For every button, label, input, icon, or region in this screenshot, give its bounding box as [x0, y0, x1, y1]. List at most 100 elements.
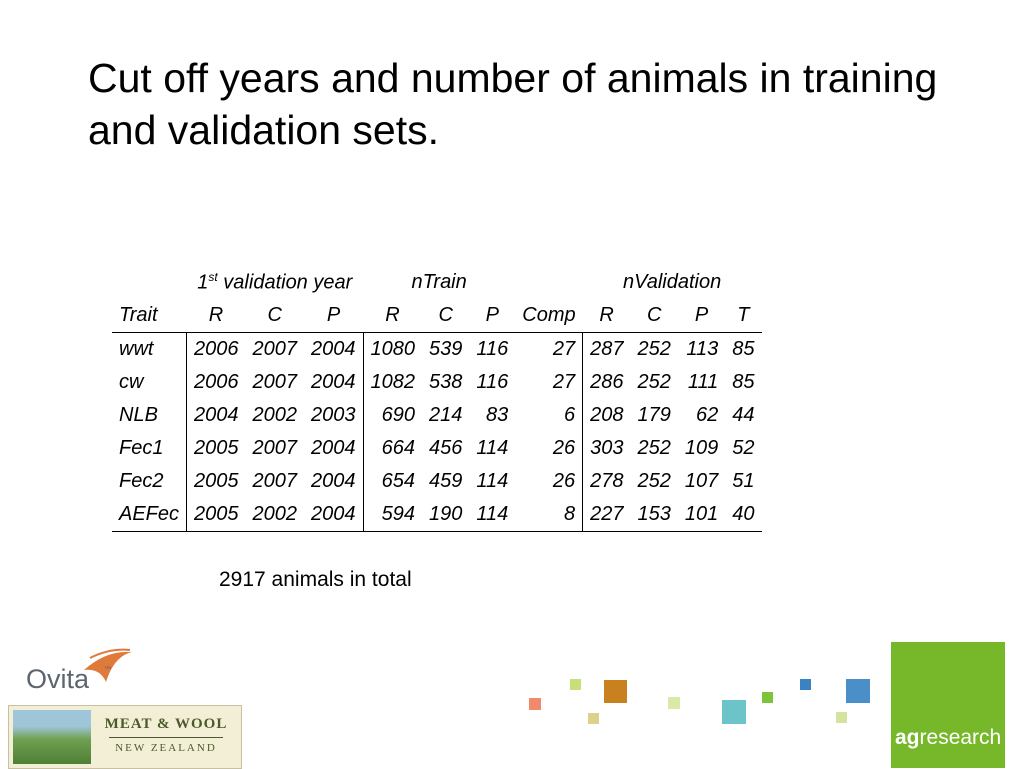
value-cell: 2006: [186, 332, 246, 366]
column-header: Trait: [112, 299, 187, 333]
table-row: NLB 2004 2002 2003 690 214 83 6 208 179 62 44: [112, 399, 762, 432]
value-cell: 286: [582, 366, 631, 399]
value-cell: 2005: [186, 465, 246, 498]
validation-year-superscript: st: [208, 270, 218, 285]
slide-title: Cut off years and number of animals in t…: [88, 55, 938, 153]
value-cell: 26: [552, 437, 576, 459]
group-header-blank: [112, 266, 187, 299]
table-row: wwt 2006 2007 2004 1080 539 116 27 287 252 113 85: [112, 332, 762, 366]
group-header-validation-year: 1st validation year: [187, 266, 364, 299]
column-header-row: Trait R C P R C P Comp R C P T: [112, 299, 762, 333]
decor-square: [588, 713, 599, 724]
decor-square: [529, 698, 541, 710]
column-header: R: [363, 299, 423, 333]
column-header: Comp: [515, 299, 583, 333]
value-cell: 1080: [362, 332, 423, 366]
value-cell: 40: [725, 498, 762, 532]
group-header-ntrain: nTrain: [411, 271, 467, 293]
value-cell: 2004: [186, 399, 246, 432]
value-cell: 2007: [252, 437, 298, 459]
value-cell: 114: [469, 498, 516, 532]
value-cell: 26: [552, 470, 576, 492]
decor-square: [800, 679, 811, 690]
value-cell: 2003: [311, 404, 356, 426]
group-header-row: 1st validation year nTrain nValidation: [112, 266, 762, 299]
value-cell: 2002: [252, 404, 298, 426]
value-cell: 208: [582, 399, 631, 432]
decor-square: [836, 712, 847, 723]
decor-square: [722, 700, 746, 724]
value-cell: 2005: [186, 432, 246, 465]
value-cell: 690: [362, 399, 423, 432]
meat-wool-subtitle: NEW ZEALAND: [115, 742, 217, 754]
value-cell: 114: [476, 470, 509, 492]
value-cell: 109: [684, 437, 719, 459]
value-cell: 51: [732, 470, 755, 492]
agresearch-wordmark-rest: research: [919, 726, 1002, 749]
column-header: P: [304, 299, 364, 333]
ovita-trademark: ™: [104, 666, 111, 673]
column-header: C: [245, 299, 305, 333]
column-header: R: [186, 299, 246, 333]
value-cell: 101: [677, 498, 726, 532]
validation-year-label: validation year: [217, 271, 353, 294]
value-cell: 459: [429, 470, 463, 492]
value-cell: 287: [582, 332, 631, 366]
meat-wool-title: MEAT & WOOL: [104, 716, 228, 732]
landscape-image: [13, 710, 91, 764]
meat-wool-divider: [109, 737, 223, 738]
value-cell: 85: [732, 371, 755, 393]
trait-cell: cw: [119, 371, 144, 393]
table-row: Fec2 2005 2007 2004 654 459 114 26 278 252 107 51: [112, 465, 762, 498]
value-cell: 654: [362, 465, 423, 498]
column-header: C: [630, 299, 678, 333]
value-cell: 190: [422, 498, 470, 532]
value-cell: 52: [732, 437, 755, 459]
value-cell: 2007: [252, 371, 298, 393]
value-cell: 538: [429, 371, 463, 393]
value-cell: 2007: [252, 338, 298, 360]
value-cell: 539: [429, 338, 463, 360]
decor-square: [570, 679, 581, 690]
agresearch-wordmark: agresearch: [895, 726, 1001, 750]
decor-square: [762, 692, 773, 703]
ovita-swoosh-icon: [84, 648, 132, 682]
value-cell: 6: [564, 404, 576, 426]
meat-wool-logo: MEAT & WOOL NEW ZEALAND: [8, 705, 242, 769]
value-cell: 27: [552, 371, 576, 393]
value-cell: 116: [476, 338, 509, 360]
value-cell: 85: [732, 338, 755, 360]
value-cell: 62: [696, 404, 719, 426]
value-cell: 2006: [186, 366, 246, 399]
value-cell: 2004: [311, 371, 356, 393]
value-cell: 83: [486, 404, 509, 426]
value-cell: 303: [582, 432, 631, 465]
value-cell: 113: [686, 338, 719, 360]
value-cell: 214: [429, 404, 463, 426]
agresearch-logo: agresearch: [891, 642, 1005, 768]
trait-cell: Fec2: [119, 470, 164, 492]
validation-year-number: 1: [197, 271, 209, 294]
value-cell: 8: [515, 498, 583, 532]
value-cell: 594: [362, 498, 423, 532]
value-cell: 107: [684, 470, 719, 492]
group-header-nvalidation: nValidation: [622, 271, 722, 293]
column-header: C: [422, 299, 470, 333]
value-cell: 227: [582, 498, 631, 532]
value-cell: 2004: [304, 498, 364, 532]
trait-cell: AEFec: [112, 498, 187, 532]
value-cell: 44: [732, 404, 755, 426]
value-cell: 252: [637, 437, 671, 459]
column-header: R: [582, 299, 631, 333]
value-cell: 116: [476, 371, 509, 393]
column-header: P: [677, 299, 726, 333]
group-header-blank-comp: [515, 266, 582, 299]
table-row: AEFec 2005 2002 2004 594 190 114 8 227 153 101 40: [112, 498, 762, 532]
table-row: Fec1 2005 2007 2004 664 456 114 26 303 252 109 52: [112, 432, 762, 465]
decor-square: [668, 697, 680, 709]
value-cell: 456: [429, 437, 463, 459]
ovita-logo: Ovita ™: [26, 648, 146, 698]
value-cell: 2004: [311, 338, 356, 360]
decor-square: [604, 680, 627, 703]
value-cell: 252: [637, 371, 671, 393]
